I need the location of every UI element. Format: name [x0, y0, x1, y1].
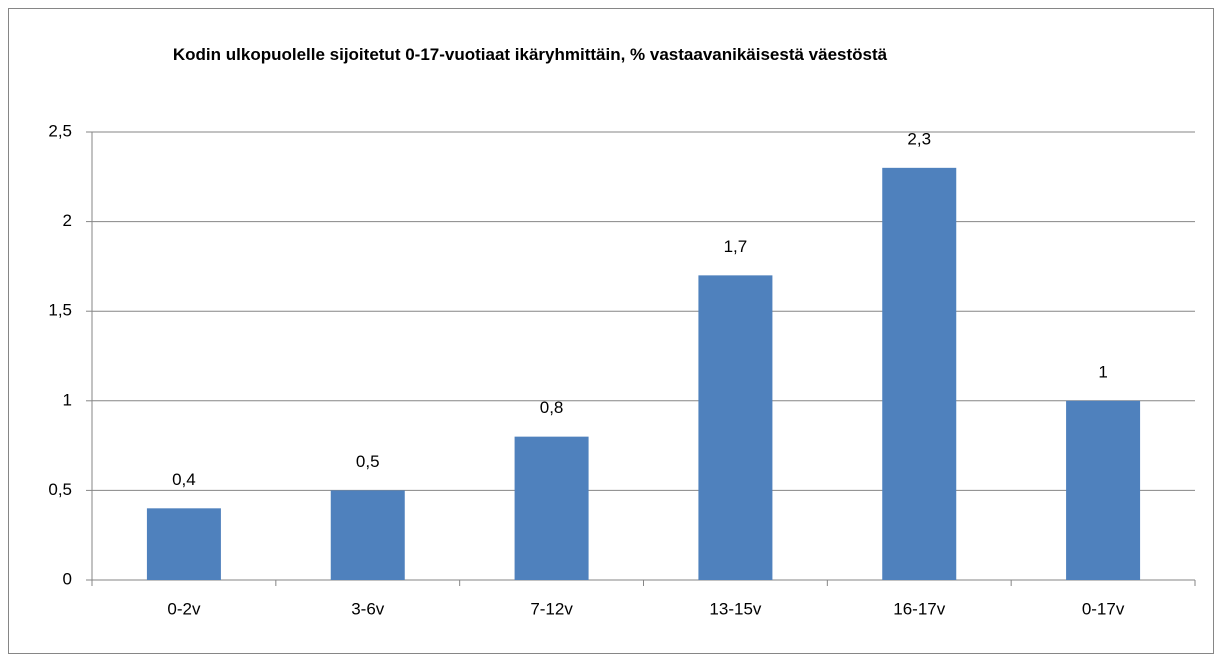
x-tick-label: 0-2v [167, 599, 201, 618]
x-tick-label: 13-15v [709, 599, 761, 618]
x-tick-label: 16-17v [893, 599, 945, 618]
x-tick-label: 3-6v [351, 599, 385, 618]
bar [882, 167, 957, 580]
data-label: 2,3 [907, 129, 931, 148]
data-label: 0,8 [540, 398, 564, 417]
bar [1066, 400, 1141, 580]
x-tick-label: 7-12v [530, 599, 573, 618]
bar [698, 275, 773, 580]
bar [330, 490, 405, 580]
y-tick-label: 1,5 [48, 301, 72, 320]
y-tick-label: 0 [63, 569, 72, 588]
data-label: 0,4 [172, 470, 196, 489]
chart-frame [8, 8, 1214, 654]
y-tick-label: 1 [63, 390, 72, 409]
data-label: 0,5 [356, 452, 380, 471]
bar [146, 508, 221, 580]
data-label: 1 [1098, 362, 1107, 381]
x-tick-label: 0-17v [1082, 599, 1125, 618]
data-label: 1,7 [724, 237, 748, 256]
chart-title: Kodin ulkopuolelle sijoitetut 0-17-vuoti… [172, 45, 888, 64]
bar [514, 436, 589, 580]
y-tick-label: 0,5 [48, 480, 72, 499]
y-tick-label: 2 [63, 211, 72, 230]
y-tick-label: 2,5 [48, 121, 72, 140]
